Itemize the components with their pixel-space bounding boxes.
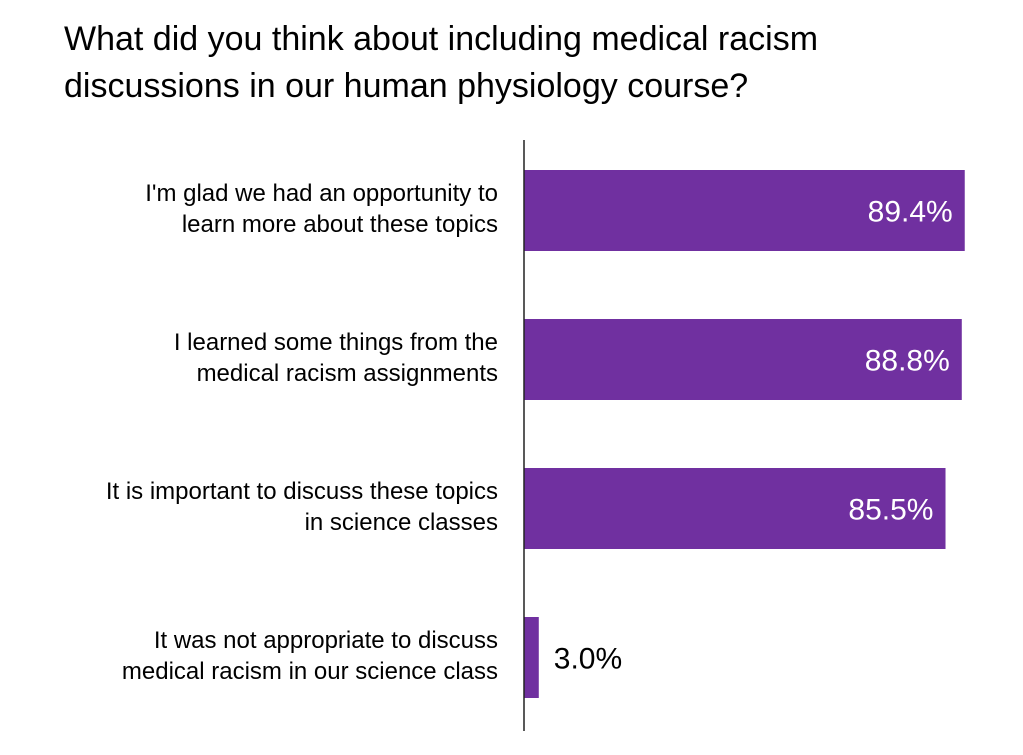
- category-label-line: It was not appropriate to discuss: [154, 627, 498, 654]
- category-label-line: in science classes: [305, 509, 498, 536]
- category-label-line: It is important to discuss these topics: [106, 478, 498, 505]
- data-label: 88.8%: [865, 345, 950, 378]
- category-label-line: I learned some things from the: [174, 329, 498, 356]
- category-label-line: medical racism in our science class: [122, 658, 498, 685]
- bar: [524, 170, 965, 251]
- category-label: It is important to discuss these topics i…: [106, 478, 498, 536]
- bar: [524, 617, 539, 698]
- data-label: 3.0%: [554, 643, 622, 676]
- bar: [524, 468, 946, 549]
- category-label-line: I'm glad we had an opportunity to: [145, 180, 498, 207]
- category-label: It was not appropriate to discuss medical…: [122, 627, 498, 685]
- category-label: I learned some things from the medical ra…: [174, 329, 498, 387]
- chart-title: What did you think about including medic…: [64, 20, 828, 105]
- category-label: I'm glad we had an opportunity to learn m…: [145, 180, 498, 238]
- chart-title-line-2: discussions in our human physiology cour…: [64, 67, 748, 105]
- data-label: 89.4%: [868, 196, 953, 229]
- data-label: 85.5%: [848, 494, 933, 527]
- chart-title-line-1: What did you think about including medic…: [64, 20, 818, 58]
- category-label-line: medical racism assignments: [197, 360, 498, 387]
- category-label-line: learn more about these topics: [182, 211, 498, 238]
- bar: [524, 319, 962, 400]
